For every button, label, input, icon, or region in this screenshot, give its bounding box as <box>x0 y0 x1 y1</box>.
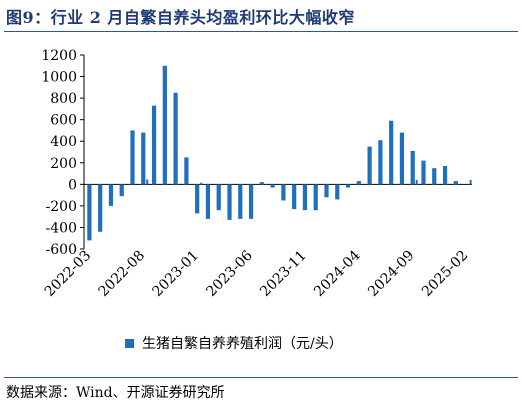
bar <box>270 184 275 188</box>
bar <box>356 181 361 185</box>
bar <box>184 157 189 185</box>
minor-bar <box>200 182 203 185</box>
bar <box>87 184 92 241</box>
bar <box>335 184 340 200</box>
y-tick-label: 400 <box>50 134 77 150</box>
bar <box>119 184 124 197</box>
bar <box>259 182 264 185</box>
bar <box>216 184 221 211</box>
x-tick-label: 2025-02 <box>419 248 471 300</box>
y-tick-label: 1200 <box>41 48 77 64</box>
bar <box>238 184 243 219</box>
source-note: 数据来源：Wind、开源证券研究所 <box>6 385 225 401</box>
x-tick-label: 2023-06 <box>203 247 256 300</box>
bar <box>421 160 426 185</box>
bar <box>98 184 103 232</box>
bar <box>162 65 167 185</box>
bar <box>205 184 211 219</box>
y-tick-label: 600 <box>50 113 77 129</box>
bar <box>345 184 351 188</box>
bar <box>442 166 448 185</box>
bar <box>141 132 146 185</box>
x-tick-label: 2023-01 <box>150 248 202 300</box>
bar <box>173 92 178 185</box>
bar <box>378 140 383 185</box>
x-tick-label: 2022-08 <box>96 248 148 300</box>
bar <box>453 181 458 185</box>
y-tick-label: -200 <box>46 199 77 215</box>
bar <box>367 146 372 185</box>
y-tick-label: 800 <box>50 91 77 107</box>
x-tick-label: 2024-04 <box>311 247 364 300</box>
bar <box>130 130 135 185</box>
bar <box>151 105 157 185</box>
bar <box>248 184 254 219</box>
bar <box>313 184 318 211</box>
bar <box>195 184 200 214</box>
bar <box>227 184 232 220</box>
bar <box>108 184 114 206</box>
bar <box>389 120 394 185</box>
bar <box>324 184 329 198</box>
bar <box>281 184 286 201</box>
y-tick-label: -600 <box>46 242 77 258</box>
chart-title: 图9：行业 2 月自繁自养头均盈利环比大幅收窄 <box>6 8 355 27</box>
minor-bar <box>469 180 472 185</box>
y-tick-label: -400 <box>46 220 77 236</box>
bar <box>292 184 297 210</box>
y-tick-label: 0 <box>68 177 77 193</box>
legend-label: 生猪自繁自养养殖利润（元/头） <box>142 335 343 352</box>
y-tick-label: 200 <box>50 156 77 172</box>
bar <box>432 168 437 185</box>
title-rule <box>4 31 518 32</box>
x-tick-label: 2023-11 <box>257 248 309 300</box>
minor-bar <box>146 179 149 185</box>
minor-bar <box>415 180 418 185</box>
y-tick-label: 1000 <box>41 70 77 86</box>
bar-chart: -600-400-2000200400600800100012002022-03… <box>41 48 472 352</box>
bar <box>410 150 415 185</box>
x-tick-label: 2024-09 <box>365 248 417 300</box>
legend-swatch <box>125 339 134 348</box>
footer-rule <box>4 377 518 378</box>
bar <box>302 184 308 211</box>
bar <box>399 132 405 185</box>
